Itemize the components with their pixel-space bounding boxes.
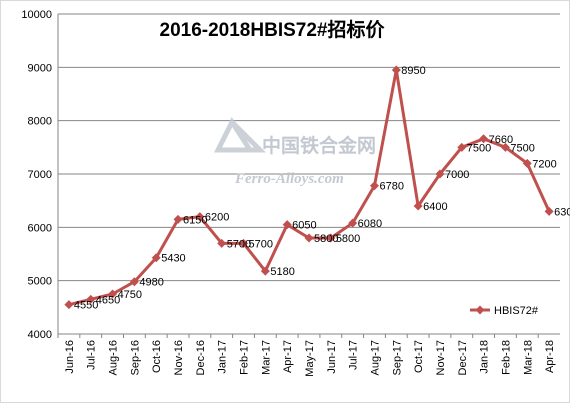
data-label: 4650: [96, 294, 120, 306]
data-label: 7660: [489, 134, 513, 146]
data-point: [544, 206, 554, 216]
x-tick-label: Feb-17: [239, 340, 251, 375]
data-label: 5700: [249, 238, 273, 250]
data-point: [435, 169, 445, 179]
y-tick-label: 10000: [21, 9, 52, 21]
data-point: [413, 201, 423, 211]
legend-marker: [475, 305, 485, 315]
data-label: 6200: [205, 212, 229, 224]
y-tick-label: 6000: [28, 222, 52, 234]
data-point: [86, 294, 96, 304]
y-tick-labels: 4000 5000 6000 7000 8000 9000 10000: [21, 9, 52, 341]
series-points: [64, 65, 554, 310]
data-point: [108, 289, 118, 299]
x-tick-label: Apr-18: [544, 340, 556, 373]
y-tick-label: 5000: [28, 276, 52, 288]
chart-title: 2016-2018HBIS72#招标价: [160, 18, 386, 41]
x-tick-labels: Jun-16 Jul-16 Aug-16 Sep-16 Oct-16 Nov-16 Dec-…: [57, 334, 556, 377]
data-point: [195, 212, 205, 222]
x-tick-label: Mar-17: [260, 340, 272, 375]
x-tick-label: Sep-16: [129, 340, 141, 375]
data-label: 7500: [510, 142, 534, 154]
data-point: [522, 158, 532, 168]
data-point: [151, 253, 161, 263]
data-label: 5180: [270, 266, 294, 278]
x-tick-label: Nov-16: [173, 340, 185, 375]
y-tick-label: 9000: [28, 62, 52, 74]
data-point: [391, 65, 401, 75]
x-tick-label: Sep-17: [391, 340, 403, 375]
data-point: [239, 238, 249, 248]
y-tick-label: 4000: [28, 329, 52, 341]
y-tick-label: 8000: [28, 116, 52, 128]
data-label: 7500: [467, 142, 491, 154]
x-tick-label: Jun-16: [64, 340, 76, 374]
legend-label: HBIS72#: [494, 305, 539, 317]
data-point: [260, 266, 270, 276]
data-label: 5700: [227, 238, 251, 250]
data-point: [173, 214, 183, 224]
data-point: [217, 238, 227, 248]
data-label: 5800: [314, 233, 338, 245]
x-tick-label: Feb-18: [500, 340, 512, 375]
x-tick-label: Apr-17: [282, 340, 294, 373]
x-tick-label: Dec-16: [195, 340, 207, 375]
x-tick-label: Oct-16: [151, 340, 163, 373]
data-label: 4750: [118, 289, 142, 301]
data-label: 7000: [445, 169, 469, 181]
x-tick-label: Aug-17: [369, 340, 381, 375]
x-tick-label: Jan-17: [217, 340, 229, 374]
data-point: [64, 300, 74, 310]
data-point: [369, 181, 379, 191]
data-label: 6080: [358, 218, 382, 230]
data-label: 4550: [74, 300, 98, 312]
watermark-text-cn: 中国铁合金网: [262, 134, 376, 157]
x-tick-label: Nov-17: [435, 340, 447, 375]
x-tick-label: Jan-18: [479, 340, 491, 374]
watermark-logo: [213, 116, 267, 153]
data-point: [457, 142, 467, 152]
data-label: 6400: [423, 201, 447, 213]
data-label: 5430: [161, 253, 185, 265]
watermark: 中国铁合金网 Ferro-Alloys.com: [213, 116, 376, 187]
watermark-text-en: Ferro-Alloys.com: [234, 171, 344, 187]
x-tick-label: Jul-16: [86, 340, 98, 370]
data-point: [282, 220, 292, 230]
data-label: 6300: [554, 206, 570, 218]
x-tick-label: Mar-18: [522, 340, 534, 375]
x-tick-label: May-17: [304, 340, 316, 377]
x-tick-label: Dec-17: [457, 340, 469, 375]
legend: HBIS72#: [470, 305, 539, 317]
data-label: 8950: [401, 65, 425, 77]
data-label: 7200: [532, 158, 556, 170]
x-tick-label: Jul-17: [348, 340, 360, 370]
x-tick-label: Oct-17: [413, 340, 425, 373]
data-label: 6150: [183, 214, 207, 226]
data-label: 5800: [336, 233, 360, 245]
x-tick-label: Aug-16: [108, 340, 120, 375]
gridlines: [58, 13, 560, 282]
data-label: 6780: [379, 181, 403, 193]
y-tick-label: 7000: [28, 169, 52, 181]
data-point: [479, 134, 489, 144]
data-label: 6050: [292, 220, 316, 232]
data-point: [129, 277, 139, 287]
data-point: [500, 142, 510, 152]
data-point: [304, 233, 314, 243]
data-point: [348, 218, 358, 228]
data-point: [326, 233, 336, 243]
data-label: 4980: [139, 277, 163, 289]
axes: [57, 14, 560, 335]
x-tick-label: Jun-17: [326, 340, 338, 374]
